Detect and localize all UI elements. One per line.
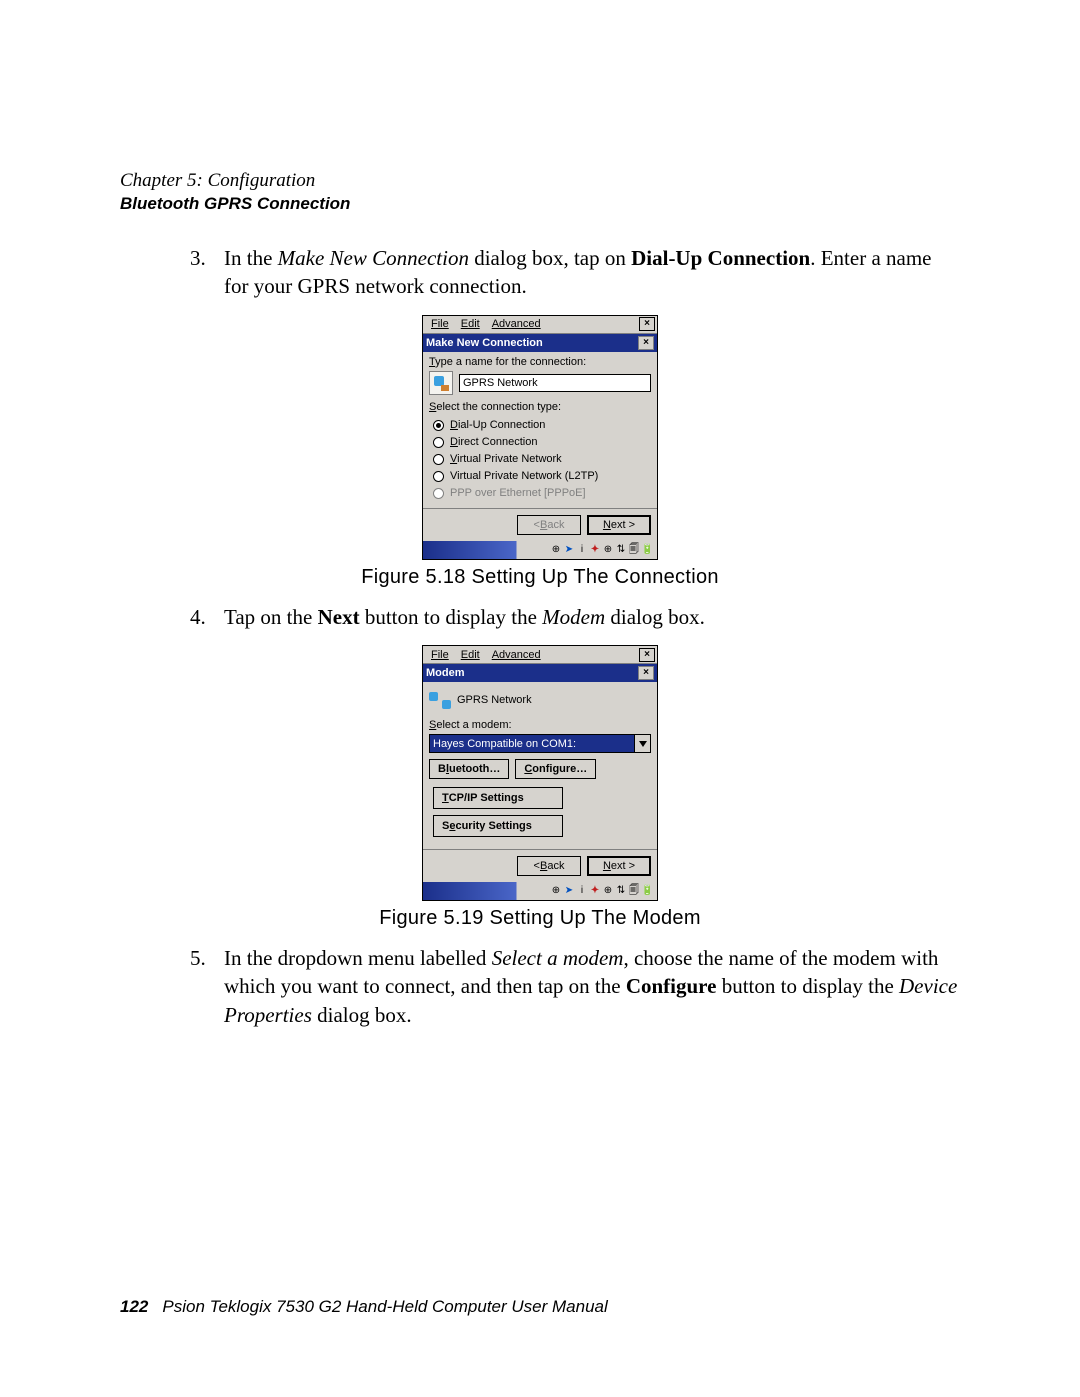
step-3: 3. In the Make New Connection dialog box… — [190, 244, 960, 301]
window-close-icon[interactable]: × — [639, 648, 655, 662]
modem-dialog: File Edit Advanced × Modem × GPRS Networ… — [422, 645, 658, 901]
back-button[interactable]: < Back — [517, 856, 581, 876]
radio-pppoe: PPP over Ethernet [PPPoE] — [433, 485, 651, 502]
tcpip-settings-button[interactable]: TCP/IP Settings — [433, 787, 563, 809]
button-bar: < Back Next > — [423, 508, 657, 541]
tray-icon[interactable]: ⇅ — [615, 885, 627, 897]
menu-advanced[interactable]: Advanced — [486, 318, 547, 330]
back-button: < Back — [517, 515, 581, 535]
page-number: 122 — [120, 1297, 148, 1316]
step-5: 5. In the dropdown menu labelled Select … — [190, 944, 960, 1029]
titlebar: Make New Connection × — [423, 334, 657, 352]
radio-vpn[interactable]: Virtual Private Network — [433, 451, 651, 468]
tray-icon[interactable]: ✦ — [589, 885, 601, 897]
chevron-down-icon[interactable] — [634, 735, 650, 752]
menu-file[interactable]: File — [425, 649, 455, 661]
tray-icon[interactable]: ⊕ — [602, 885, 614, 897]
select-modem-combo[interactable]: Hayes Compatible on COM1: — [429, 734, 651, 753]
menubar: File Edit Advanced × — [423, 316, 657, 334]
radio-dial-up[interactable]: Dial-Up Connection — [433, 417, 651, 434]
next-button[interactable]: Next > — [587, 515, 651, 535]
menu-edit[interactable]: Edit — [455, 318, 486, 330]
next-button[interactable]: Next > — [587, 856, 651, 876]
step-body: Tap on the Next button to display the Mo… — [224, 603, 960, 631]
radio-vpn-l2tp[interactable]: Virtual Private Network (L2TP) — [433, 468, 651, 485]
bluetooth-button[interactable]: Bluetooth… — [429, 759, 509, 779]
menubar: File Edit Advanced × — [423, 646, 657, 664]
combo-selected: Hayes Compatible on COM1: — [430, 735, 634, 752]
configure-button[interactable]: Configure… — [515, 759, 596, 779]
step-body: In the Make New Connection dialog box, t… — [224, 244, 960, 301]
tray-icon[interactable]: 🗐 — [628, 544, 640, 556]
tray-icon[interactable]: ➤ — [563, 544, 575, 556]
system-tray: ⊕ ➤ i ✦ ⊕ ⇅ 🗐 🔋 — [548, 542, 655, 558]
radio-dot-icon — [433, 420, 444, 431]
step-body: In the dropdown menu labelled Select a m… — [224, 944, 960, 1029]
tray-icon[interactable]: 🗐 — [628, 885, 640, 897]
tray-icon[interactable]: ➤ — [563, 885, 575, 897]
tray-icon[interactable]: ⊕ — [550, 885, 562, 897]
connection-name-input[interactable]: GPRS Network — [459, 374, 651, 392]
dialog-title: Modem — [426, 667, 638, 679]
page-footer: 122 Psion Teklogix 7530 G2 Hand-Held Comp… — [120, 1297, 608, 1317]
button-bar: < Back Next > — [423, 849, 657, 882]
step-number: 4. — [190, 603, 224, 631]
chapter-line: Chapter 5: Configuration — [120, 170, 960, 192]
radio-dot-icon — [433, 437, 444, 448]
connection-icon — [429, 689, 451, 711]
dialog-close-icon[interactable]: × — [638, 336, 654, 350]
dialog-title: Make New Connection — [426, 337, 638, 349]
menu-advanced[interactable]: Advanced — [486, 649, 547, 661]
figure-5-18-caption: Figure 5.18 Setting Up The Connection — [120, 566, 960, 589]
type-name-label: Type a name for the connection: — [429, 356, 651, 368]
radio-dot-icon — [433, 471, 444, 482]
make-new-connection-dialog: File Edit Advanced × Make New Connection… — [422, 315, 658, 560]
figure-5-19-caption: Figure 5.19 Setting Up The Modem — [120, 907, 960, 930]
tray-icon[interactable]: ⇅ — [615, 544, 627, 556]
step-4: 4. Tap on the Next button to display the… — [190, 603, 960, 631]
system-tray: ⊕ ➤ i ✦ ⊕ ⇅ 🗐 🔋 — [548, 883, 655, 899]
window-close-icon[interactable]: × — [639, 317, 655, 331]
connection-name-label: GPRS Network — [457, 694, 532, 706]
taskbar: ⊕ ➤ i ✦ ⊕ ⇅ 🗐 🔋 — [423, 882, 657, 900]
titlebar: Modem × — [423, 664, 657, 682]
section-subhead: Bluetooth GPRS Connection — [120, 194, 960, 214]
security-settings-button[interactable]: Security Settings — [433, 815, 563, 837]
select-modem-label: Select a modem: — [429, 719, 651, 731]
tray-icon[interactable]: i — [576, 885, 588, 897]
connection-type-radios: Dial-Up Connection Direct Connection Vir… — [433, 417, 651, 502]
battery-icon[interactable]: 🔋 — [641, 885, 653, 897]
battery-icon[interactable]: 🔋 — [641, 544, 653, 556]
radio-dot-icon — [433, 488, 444, 499]
connection-icon — [429, 371, 453, 395]
footer-text: Psion Teklogix 7530 G2 Hand-Held Compute… — [162, 1297, 607, 1316]
tray-icon[interactable]: i — [576, 544, 588, 556]
menu-edit[interactable]: Edit — [455, 649, 486, 661]
step-number: 3. — [190, 244, 224, 301]
radio-direct[interactable]: Direct Connection — [433, 434, 651, 451]
tray-icon[interactable]: ✦ — [589, 544, 601, 556]
tray-icon[interactable]: ⊕ — [602, 544, 614, 556]
radio-dot-icon — [433, 454, 444, 465]
dialog-close-icon[interactable]: × — [638, 666, 654, 680]
select-type-label: Select the connection type: — [429, 401, 651, 413]
menu-file[interactable]: File — [425, 318, 455, 330]
taskbar: ⊕ ➤ i ✦ ⊕ ⇅ 🗐 🔋 — [423, 541, 657, 559]
tray-icon[interactable]: ⊕ — [550, 544, 562, 556]
step-number: 5. — [190, 944, 224, 1029]
